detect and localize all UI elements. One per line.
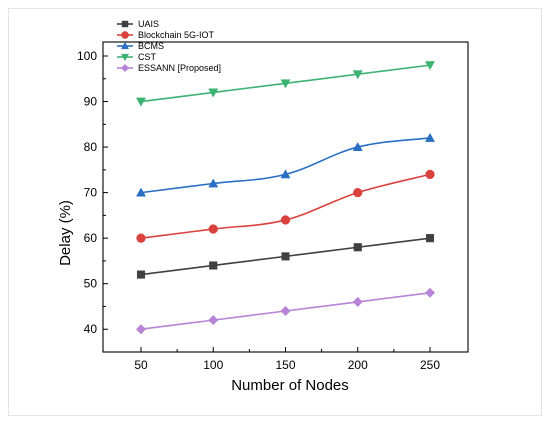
legend-item: UAIS [117, 19, 159, 29]
legend-item: ESSANN [Proposed] [117, 63, 221, 73]
data-point [352, 70, 363, 80]
data-point [208, 178, 219, 188]
x-axis-title: Number of Nodes [231, 377, 349, 394]
y-tick-label: 80 [84, 140, 98, 154]
series-cst [136, 61, 435, 107]
data-point [352, 142, 363, 151]
data-point [280, 305, 291, 317]
legend-label: BCMS [138, 41, 164, 51]
data-point [135, 324, 147, 335]
legend-marker [120, 53, 130, 62]
data-point [353, 243, 362, 252]
series-layer [135, 61, 436, 335]
x-tick-label: 150 [275, 358, 295, 372]
series-essann-proposed [135, 287, 436, 335]
data-point [425, 132, 435, 142]
data-point [352, 296, 363, 308]
series-blockchain-5g-iot [136, 169, 435, 243]
x-tick-label: 200 [348, 358, 368, 372]
legend-label: CST [138, 52, 157, 62]
data-point [208, 224, 218, 234]
x-tick-label: 250 [420, 358, 440, 372]
figure-frame [8, 8, 542, 416]
data-point [281, 252, 290, 261]
legend-item: CST [117, 52, 157, 62]
legend-label: UAIS [138, 19, 159, 29]
data-point [136, 187, 146, 197]
data-point [280, 215, 291, 225]
x-tick-label: 50 [134, 358, 148, 372]
data-point [425, 234, 435, 243]
y-axis-title: Delay (%) [57, 200, 74, 266]
y-tick-label: 40 [84, 322, 98, 336]
legend-item: Blockchain 5G-IOT [117, 30, 215, 40]
legend-marker [121, 31, 129, 39]
data-point [424, 287, 436, 298]
x-tick-label: 100 [203, 358, 223, 372]
y-tick-label: 50 [84, 277, 98, 291]
legend-label: ESSANN [Proposed] [138, 63, 221, 73]
series-uais [136, 234, 435, 279]
series-line [140, 173, 431, 239]
data-point [280, 169, 291, 179]
data-point [208, 315, 219, 326]
data-point [425, 169, 435, 180]
legend-marker [120, 63, 130, 73]
data-point [208, 88, 219, 98]
data-point [136, 97, 146, 107]
series-bcms [136, 132, 435, 197]
axes: 40 50 60 70 80 90 100 50 100 150 200 250 [77, 41, 469, 372]
data-point [425, 61, 435, 71]
data-point [353, 187, 363, 198]
y-tick-label: 100 [77, 49, 97, 63]
plot-area-frame [102, 41, 469, 353]
data-point [136, 233, 146, 243]
data-point [136, 270, 146, 279]
y-tick-label: 70 [84, 186, 98, 200]
y-tick-label: 60 [84, 231, 98, 245]
legend-marker [120, 41, 130, 50]
legend-label: Blockchain 5G-IOT [138, 30, 215, 40]
legend-item: BCMS [117, 41, 164, 51]
data-point [280, 79, 291, 89]
y-tick-label: 90 [84, 95, 98, 109]
data-point [209, 261, 218, 270]
legend-marker [121, 20, 129, 28]
